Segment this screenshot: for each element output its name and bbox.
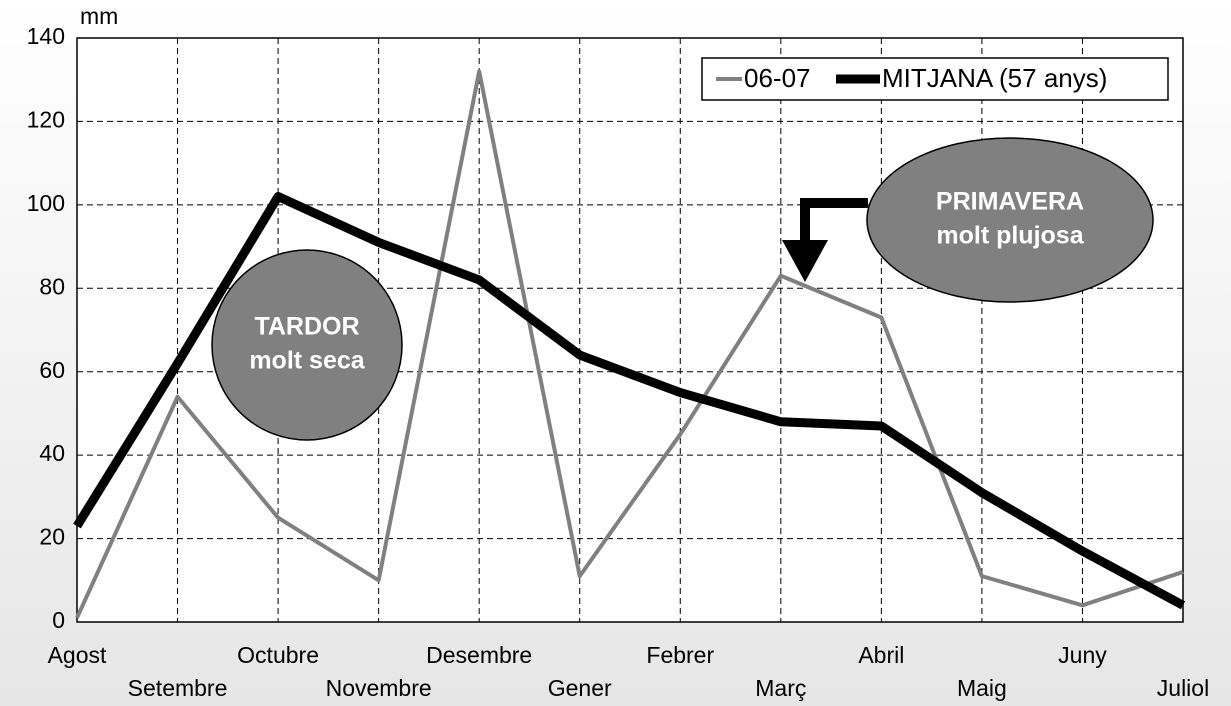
series-line [73, 192, 1186, 610]
callout-text: TARDOR [254, 313, 359, 341]
x-tick-label: Juny [1058, 642, 1107, 668]
y-tick-label: 0 [52, 607, 65, 633]
callout-text: molt seca [249, 347, 365, 375]
y-tick-label: 100 [27, 190, 65, 216]
x-tick-label: Agost [48, 642, 107, 668]
x-tick-label: Maig [957, 675, 1007, 701]
y-tick-label: 140 [27, 23, 65, 49]
y-tick-label: 120 [27, 107, 65, 133]
callout-text: molt plujosa [936, 222, 1084, 250]
x-tick-label: Octubre [237, 642, 319, 668]
x-tick-label: Gener [548, 675, 612, 701]
y-tick-label: 60 [39, 357, 65, 383]
callout-text: PRIMAVERA [936, 188, 1084, 216]
series-line [75, 69, 1184, 619]
x-tick-label: Març [755, 675, 806, 701]
x-tick-label: Setembre [128, 675, 228, 701]
x-tick-label: Desembre [426, 642, 532, 668]
legend-label: MITJANA (57 anys) [882, 63, 1107, 93]
x-tick-label: Abril [858, 642, 904, 668]
y-tick-label: 40 [39, 440, 65, 466]
legend-label: 06-07 [744, 63, 811, 93]
y-tick-label: 80 [39, 273, 65, 299]
y-tick-label: 20 [39, 524, 65, 550]
callout [866, 137, 1154, 303]
x-tick-label: Novembre [326, 675, 432, 701]
callout [211, 249, 403, 441]
x-tick-label: Febrer [646, 642, 714, 668]
legend-box [701, 57, 1169, 101]
arrow [782, 198, 868, 282]
y-axis-label: mm [80, 3, 118, 29]
x-tick-label: Juliol [1157, 675, 1209, 701]
